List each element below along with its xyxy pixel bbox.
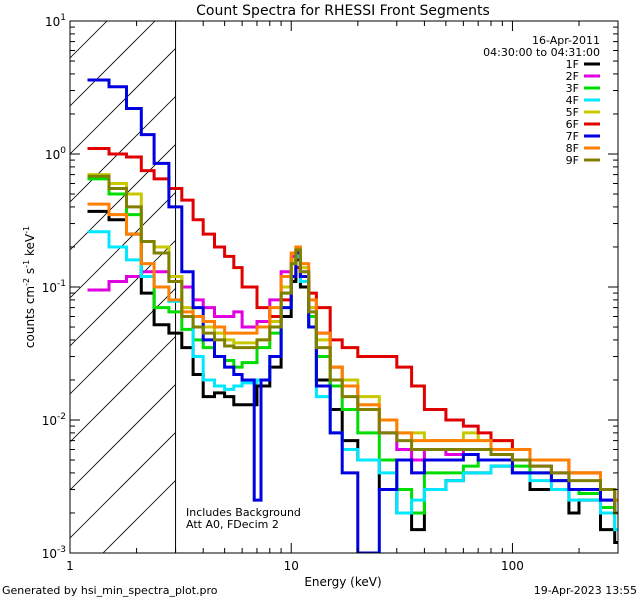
x-tick-label: 1 — [66, 559, 74, 573]
legend-label-5F: 5F — [566, 106, 579, 119]
axis-ticks — [69, 20, 619, 554]
hatch-line — [70, 0, 176, 10]
x-tick-label: 10 — [284, 559, 299, 573]
generated-by-label: Generated by hsi_min_spectra_plot.pro — [2, 584, 218, 597]
y-tick-labels: 10-3 10-2 10-1 100 101 — [42, 13, 67, 561]
y-tick-label: 101 — [45, 13, 66, 29]
legend-label-3F: 3F — [566, 82, 579, 95]
hatch-line — [70, 21, 156, 107]
hatch-line — [70, 384, 176, 491]
hatch-line — [102, 480, 176, 553]
legend-label-8F: 8F — [566, 142, 579, 155]
legend-label-1F: 1F — [566, 58, 579, 71]
annotation-background: Includes Background — [186, 506, 301, 519]
series-line-1F — [87, 209, 618, 544]
x-tick-labels: 1 10 100 — [66, 559, 524, 573]
hatch-line — [70, 240, 176, 347]
series-group — [87, 78, 618, 553]
series-line-3F — [87, 177, 618, 532]
chart-title: Count Spectra for RHESSI Front Segments — [196, 3, 490, 19]
series-line-9F — [87, 174, 618, 515]
series-line-5F — [87, 173, 618, 502]
legend-label-9F: 9F — [566, 154, 579, 167]
hatch-line — [70, 432, 176, 539]
hatch-line — [70, 144, 176, 251]
annotation-attenuator: Att A0, FDecim 2 — [186, 518, 279, 531]
y-axis-label: counts cm-2 s-1 keV-1 — [22, 226, 37, 348]
legend-label-6F: 6F — [566, 118, 579, 131]
legend-label-4F: 4F — [566, 94, 579, 107]
timestamp-label: 19-Apr-2023 13:55 — [534, 584, 637, 597]
y-tick-label: 10-1 — [42, 279, 66, 295]
y-tick-label: 10-3 — [42, 545, 66, 561]
time-range-label: 04:30:00 to 04:31:00 — [483, 46, 600, 59]
legend-label-2F: 2F — [566, 70, 579, 83]
y-tick-label: 10-2 — [42, 412, 66, 428]
hatch-line — [70, 96, 176, 203]
hatched-region — [70, 0, 177, 553]
hatch-line — [70, 48, 176, 155]
hatch-line — [70, 21, 108, 59]
hatch-line — [70, 192, 176, 299]
hatch-line — [70, 288, 176, 395]
legend-label-7F: 7F — [566, 130, 579, 143]
x-tick-label: 100 — [501, 559, 524, 573]
date-label: 16-Apr-2011 — [532, 34, 600, 47]
y-tick-label: 100 — [45, 146, 66, 162]
x-axis-label: Energy (keV) — [304, 575, 381, 589]
hatch-line — [70, 336, 176, 443]
